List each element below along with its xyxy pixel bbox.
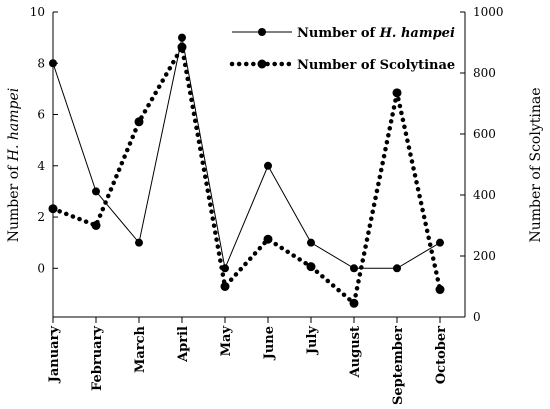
data-point-scolytinae — [177, 42, 187, 52]
left-tick-label: 10 — [30, 5, 45, 19]
data-point-scolytinae — [349, 298, 359, 308]
data-point-hampei — [307, 238, 315, 247]
series-layer — [48, 33, 445, 308]
data-point-scolytinae — [48, 204, 58, 214]
data-point-scolytinae — [435, 285, 445, 295]
data-point-scolytinae — [263, 234, 273, 244]
legend-label-scolytinae: Number of Scolytinae — [297, 58, 455, 73]
left-axis-title-italic: H. hampei — [6, 88, 22, 162]
x-tick-label: April — [176, 326, 191, 363]
legend-label-hampei-prefix: Number of — [297, 26, 380, 41]
data-point-scolytinae — [306, 262, 316, 272]
data-point-scolytinae — [220, 282, 230, 291]
data-point-scolytinae — [134, 117, 144, 127]
left-axis-title-prefix: Number of — [6, 161, 22, 242]
data-point-hampei — [393, 264, 401, 273]
x-tick-label: October — [434, 326, 449, 384]
right-axis-title: Number of Scolytinae — [528, 88, 544, 243]
right-tick-label: 800 — [473, 66, 496, 80]
data-point-hampei — [264, 161, 272, 170]
legend: Number of H. hampei Number of Scolytinae — [229, 26, 455, 73]
data-point-hampei — [92, 187, 100, 196]
data-point-hampei — [350, 264, 358, 273]
data-point-hampei — [436, 238, 444, 247]
x-tick-label: January — [47, 326, 62, 384]
legend-label-hampei: Number of H. hampei — [297, 26, 455, 41]
data-point-scolytinae — [91, 221, 101, 230]
left-axis-ticks: 10 8 6 4 2 0 — [30, 5, 58, 275]
right-tick-label: 0 — [473, 310, 481, 324]
data-point-hampei — [178, 33, 186, 42]
left-tick-label: 8 — [37, 56, 45, 70]
x-tick-label: February — [90, 326, 105, 391]
right-tick-label: 400 — [473, 188, 496, 202]
x-tick-label: March — [133, 325, 148, 373]
series-line-hampei — [52, 37, 441, 271]
left-axis-title: Number of H. hampei — [6, 88, 22, 242]
x-axis-ticks: January February March April May June July Augu… — [47, 317, 449, 405]
legend-marker-scolytinae — [257, 59, 267, 69]
right-tick-label: 1000 — [473, 5, 504, 19]
x-tick-label: May — [219, 326, 234, 357]
x-tick-label: June — [262, 326, 277, 360]
left-tick-label: 6 — [37, 108, 45, 122]
left-tick-label: 0 — [37, 261, 45, 275]
data-point-scolytinae — [392, 88, 402, 98]
data-point-hampei — [49, 59, 57, 68]
series-line-scolytinae — [50, 40, 443, 308]
right-tick-label: 600 — [473, 127, 496, 141]
x-tick-label: August — [348, 326, 363, 378]
data-point-hampei — [135, 238, 143, 247]
left-tick-label: 2 — [37, 210, 45, 224]
x-tick-label: September — [391, 326, 406, 405]
right-axis-ticks: 1000 800 600 400 200 0 — [460, 5, 504, 324]
right-tick-label: 200 — [473, 249, 496, 263]
left-tick-label: 4 — [37, 159, 45, 173]
x-tick-label: July — [305, 326, 320, 356]
legend-marker-hampei — [258, 28, 266, 36]
legend-label-hampei-italic: H. hampei — [379, 26, 455, 41]
